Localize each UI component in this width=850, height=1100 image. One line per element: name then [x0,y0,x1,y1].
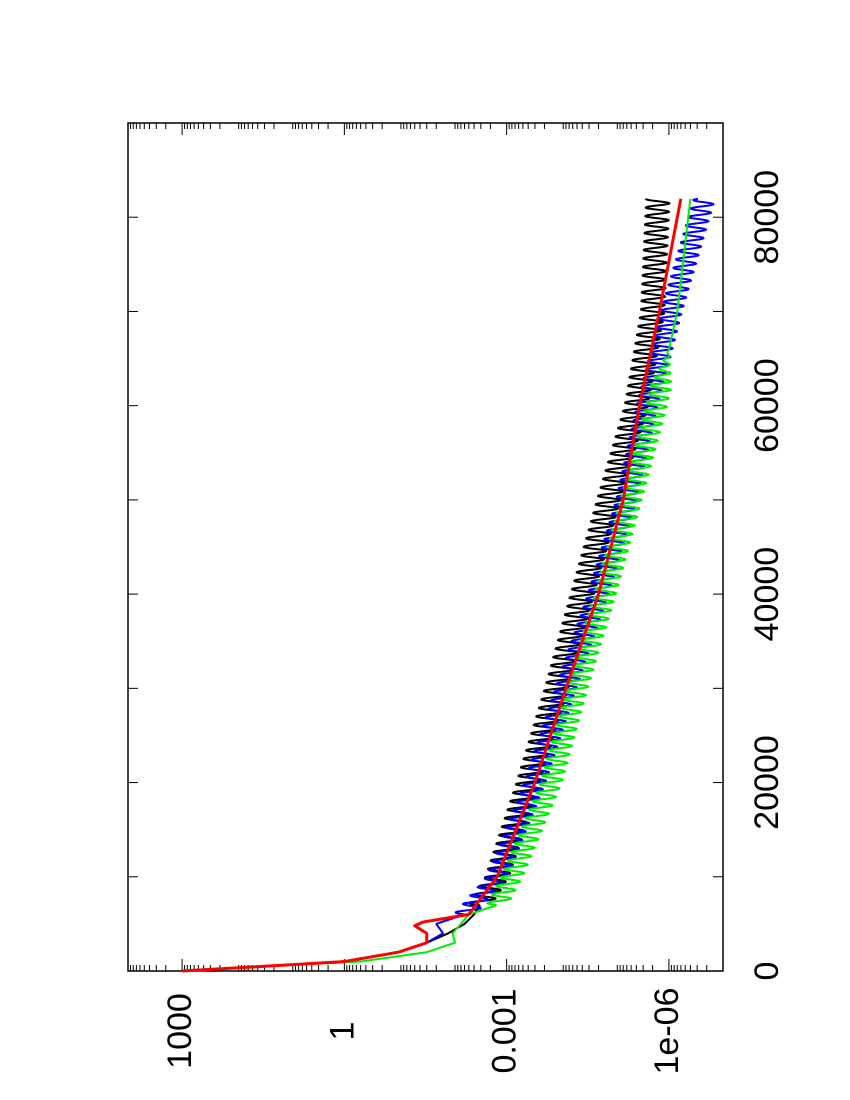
x-tick-label: 20000 [748,735,786,830]
series-line-2 [182,197,715,972]
x-tick-label: 0 [748,962,786,981]
tick-labels: 0 20000 40000 60000 80000 1000 1 0.001 1e-06 [161,170,786,1075]
series-line-4 [182,197,683,973]
x-tick-label: 40000 [748,547,786,642]
x-tick-label: 80000 [748,170,786,265]
series-line-1 [182,198,671,972]
y-tick-label: 1000 [161,993,199,1069]
y-tick-label: 1e-06 [648,988,686,1075]
y-tick-label: 1 [323,1022,361,1041]
y-tick-label: 0.001 [486,988,524,1073]
plot-frame [127,122,724,972]
series-group [182,197,715,973]
x-tick-label: 60000 [748,358,786,453]
axis-ticks [128,123,723,972]
series-line-3 [182,198,692,972]
